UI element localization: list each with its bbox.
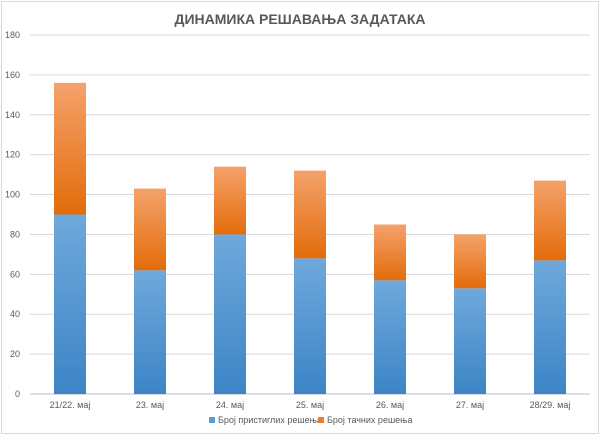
y-tick-label: 60 xyxy=(10,269,20,279)
bar-correct-2 xyxy=(134,188,166,271)
legend: Број пристиглих решења Број тачних решења xyxy=(209,415,413,425)
bar-correct-4 xyxy=(294,170,326,259)
bar-submitted-6 xyxy=(454,288,486,394)
y-tick-label: 80 xyxy=(10,229,20,239)
y-tick-label: 100 xyxy=(5,190,20,200)
y-tick-label: 140 xyxy=(5,110,20,120)
x-tick-label: 25. мај xyxy=(296,400,324,410)
y-axis: 0 20 40 60 80 100 120 140 160 180 xyxy=(5,30,20,399)
gridlines xyxy=(30,34,590,395)
legend-label-2: Број тачних решења xyxy=(327,415,413,425)
bar-submitted-2 xyxy=(134,270,166,394)
x-tick-label: 27. мај xyxy=(456,400,484,410)
x-tick-label: 26. мај xyxy=(376,400,404,410)
x-tick-label: 23. мај xyxy=(136,400,164,410)
legend-swatch-2 xyxy=(318,417,324,423)
x-tick-label: 24. мај xyxy=(216,400,244,410)
y-tick-label: 40 xyxy=(10,309,20,319)
bar-submitted-3 xyxy=(214,234,246,394)
bar-correct-3 xyxy=(214,166,246,235)
bar-correct-7 xyxy=(534,180,566,261)
x-tick-label: 21/22. мај xyxy=(50,400,91,410)
y-tick-label: 160 xyxy=(5,70,20,80)
bar-submitted-4 xyxy=(294,258,326,394)
bar-submitted-1 xyxy=(54,214,86,394)
bar-correct-6 xyxy=(454,234,486,289)
y-tick-label: 120 xyxy=(5,150,20,160)
bar-submitted-7 xyxy=(534,260,566,394)
y-tick-label: 20 xyxy=(10,349,20,359)
legend-swatch-1 xyxy=(209,417,215,423)
legend-label-1: Број пристиглих решења xyxy=(218,415,322,425)
bar-submitted-5 xyxy=(374,280,406,394)
y-tick-label: 180 xyxy=(5,30,20,40)
bar-correct-5 xyxy=(374,224,406,281)
y-tick-label: 0 xyxy=(15,389,20,399)
x-axis: 21/22. мај 23. мај 24. мај 25. мај 26. мај 27… xyxy=(50,400,571,410)
bars xyxy=(54,82,566,394)
chart-title: ДИНАМИКА РЕШАВАЊА ЗАДАТАКА xyxy=(174,11,425,27)
x-tick-label: 28/29. мај xyxy=(530,400,571,410)
bar-correct-1 xyxy=(54,82,86,215)
